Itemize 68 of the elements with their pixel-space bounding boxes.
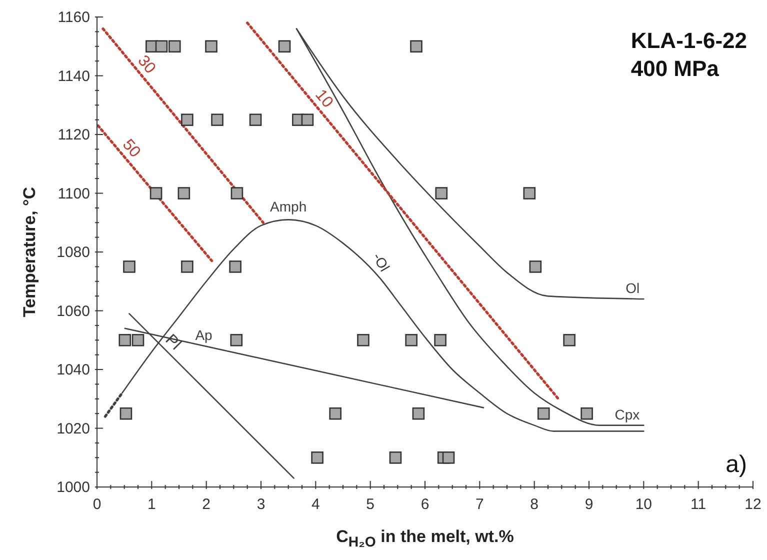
y-tick-label: 1000 [56, 479, 90, 496]
point [410, 40, 422, 53]
text: 50 [118, 136, 144, 162]
text: 30 [134, 52, 159, 78]
point [229, 260, 242, 273]
x-tick-label: 0 [92, 496, 102, 513]
y-tick-label: 1120 [58, 126, 90, 144]
point [442, 451, 455, 464]
point [123, 260, 136, 273]
x-tick-label: 1 [147, 496, 156, 513]
point [389, 451, 402, 464]
x-tick-label: 3 [256, 496, 266, 513]
point [580, 407, 593, 420]
point [150, 187, 162, 200]
x-tick-label: 10 [635, 496, 652, 513]
y-tick-label: 1020 [56, 420, 90, 438]
point [178, 187, 190, 200]
point [155, 40, 168, 53]
point [249, 114, 262, 126]
x-tick-label: 8 [530, 496, 539, 513]
x-tick-label: 12 [744, 496, 762, 513]
point [523, 187, 536, 200]
point [118, 334, 132, 346]
text: 10 [312, 86, 336, 112]
point [211, 114, 224, 126]
series-label: Ol [626, 280, 640, 296]
y-tick-label: 1140 [58, 68, 90, 85]
point [529, 260, 542, 273]
x-axis-title: C$_{H₂O}$ in the melt, wt.% [335, 527, 515, 550]
y-tick-label: 1040 [56, 362, 90, 378]
text: KLA-1-6-22 [630, 27, 747, 55]
annotation: a) [726, 451, 747, 479]
x-tick-label: 4 [311, 496, 320, 513]
point [412, 407, 425, 420]
point [120, 407, 132, 420]
series-label: Amph [270, 198, 307, 215]
series-label: Ap [195, 326, 213, 343]
y-tick-label: 1080 [56, 244, 90, 261]
point [329, 407, 342, 420]
point [435, 187, 448, 200]
point [434, 334, 446, 346]
point [537, 407, 550, 420]
point [405, 334, 418, 346]
y-axis-title: Temperature, °C [20, 186, 40, 318]
x-tick-label: 9 [584, 496, 594, 513]
point [563, 334, 576, 346]
point [205, 40, 218, 53]
x-tick-label: 11 [690, 496, 706, 513]
text: 400 MPa [630, 55, 720, 83]
point [168, 40, 181, 53]
x-tick-label: 6 [420, 496, 430, 513]
point [230, 187, 244, 200]
series-label: Cpx [614, 406, 640, 422]
point [230, 334, 243, 346]
point [301, 114, 314, 126]
x-tick-label: 5 [366, 496, 375, 513]
point [181, 114, 194, 126]
y-tick-label: 1160 [58, 9, 90, 26]
y-tick-label: 1060 [56, 302, 90, 320]
point [357, 334, 370, 346]
annotation: -Ol [370, 250, 394, 275]
x-tick-label: 7 [475, 496, 484, 513]
point [311, 451, 324, 464]
point [132, 334, 144, 346]
point [181, 260, 194, 273]
point [278, 40, 291, 53]
x-tick-label: 2 [202, 496, 211, 513]
y-tick-label: 1100 [58, 185, 90, 202]
